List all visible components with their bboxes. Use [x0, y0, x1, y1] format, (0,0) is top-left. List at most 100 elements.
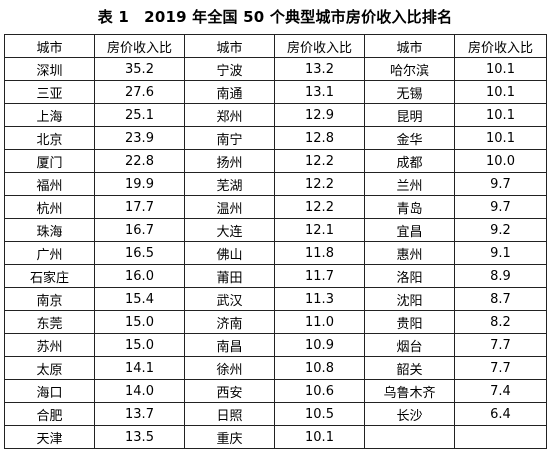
- city-cell: 洛阳: [364, 264, 455, 288]
- city-cell: 济南: [184, 310, 275, 334]
- city-cell: 成都: [364, 149, 455, 173]
- city-cell: 南京: [4, 287, 95, 311]
- ratio-cell: 9.1: [454, 241, 547, 265]
- city-cell: 杭州: [4, 195, 95, 219]
- city-cell: 福州: [4, 172, 95, 196]
- ratio-cell: 8.7: [454, 287, 547, 311]
- city-cell: 烟台: [364, 333, 455, 357]
- city-cell: 厦门: [4, 149, 95, 173]
- ratio-cell: 16.7: [94, 218, 185, 242]
- ratio-cell: 10.8: [274, 356, 365, 380]
- ratio-cell: 10.1: [454, 80, 547, 104]
- ratio-cell: 27.6: [94, 80, 185, 104]
- ratio-cell: 12.8: [274, 126, 365, 150]
- table-row: 海口 14.0 西安 10.6 乌鲁木齐 7.4: [4, 379, 547, 403]
- table-row: 深圳 35.2 宁波 13.2 哈尔滨 10.1: [4, 57, 547, 81]
- city-cell: 贵阳: [364, 310, 455, 334]
- city-cell: 海口: [4, 379, 95, 403]
- ratio-cell: 14.0: [94, 379, 185, 403]
- ratio-cell: [454, 425, 547, 449]
- header-row: 城市 房价收入比 城市 房价收入比 城市 房价收入比: [4, 34, 547, 58]
- ratio-cell: 9.7: [454, 195, 547, 219]
- city-cell: 宜昌: [364, 218, 455, 242]
- ratio-cell: 11.0: [274, 310, 365, 334]
- ratio-cell: 13.5: [94, 425, 185, 449]
- ratio-cell: 15.0: [94, 333, 185, 357]
- table-row: 广州 16.5 佛山 11.8 惠州 9.1: [4, 241, 547, 265]
- table-row: 石家庄 16.0 莆田 11.7 洛阳 8.9: [4, 264, 547, 288]
- table-row: 福州 19.9 芜湖 12.2 兰州 9.7: [4, 172, 547, 196]
- column-header-ratio: 房价收入比: [454, 34, 547, 58]
- city-cell: 太原: [4, 356, 95, 380]
- ratio-cell: 7.7: [454, 356, 547, 380]
- city-cell: 宁波: [184, 57, 275, 81]
- ratio-cell: 12.9: [274, 103, 365, 127]
- city-cell: 珠海: [4, 218, 95, 242]
- ratio-cell: 10.1: [274, 425, 365, 449]
- ratio-cell: 9.2: [454, 218, 547, 242]
- city-cell: 芜湖: [184, 172, 275, 196]
- city-cell: 佛山: [184, 241, 275, 265]
- city-cell: 石家庄: [4, 264, 95, 288]
- ratio-cell: 8.2: [454, 310, 547, 334]
- city-cell: 无锡: [364, 80, 455, 104]
- ratio-cell: 13.7: [94, 402, 185, 426]
- ratio-cell: 7.7: [454, 333, 547, 357]
- ratio-cell: 10.1: [454, 57, 547, 81]
- ratio-cell: 16.0: [94, 264, 185, 288]
- ratio-cell: 23.9: [94, 126, 185, 150]
- ratio-cell: 7.4: [454, 379, 547, 403]
- table-row: 厦门 22.8 扬州 12.2 成都 10.0: [4, 149, 547, 173]
- city-cell: 长沙: [364, 402, 455, 426]
- city-cell: 天津: [4, 425, 95, 449]
- ratio-cell: 6.4: [454, 402, 547, 426]
- ratio-cell: 10.0: [454, 149, 547, 173]
- column-header-city: 城市: [4, 34, 95, 58]
- city-cell: 金华: [364, 126, 455, 150]
- table-row: 杭州 17.7 温州 12.2 青岛 9.7: [4, 195, 547, 219]
- ratio-cell: 35.2: [94, 57, 185, 81]
- city-cell: 温州: [184, 195, 275, 219]
- city-cell: 深圳: [4, 57, 95, 81]
- city-cell: 合肥: [4, 402, 95, 426]
- ratio-cell: 19.9: [94, 172, 185, 196]
- city-cell: 南昌: [184, 333, 275, 357]
- city-cell: 大连: [184, 218, 275, 242]
- table-row: 苏州 15.0 南昌 10.9 烟台 7.7: [4, 333, 547, 357]
- ratio-cell: 9.7: [454, 172, 547, 196]
- table-title: 表 1 2019 年全国 50 个典型城市房价收入比排名: [97, 8, 453, 26]
- table-row: 南京 15.4 武汉 11.3 沈阳 8.7: [4, 287, 547, 311]
- table-row: 太原 14.1 徐州 10.8 韶关 7.7: [4, 356, 547, 380]
- city-cell: [364, 425, 455, 449]
- ratio-cell: 10.5: [274, 402, 365, 426]
- table-row: 天津 13.5 重庆 10.1: [4, 425, 547, 449]
- column-header-ratio: 房价收入比: [94, 34, 185, 58]
- ranking-table: 城市 房价收入比 城市 房价收入比 城市 房价收入比 深圳 35.2 宁波 13.2 哈…: [4, 34, 547, 449]
- city-cell: 扬州: [184, 149, 275, 173]
- ratio-cell: 10.1: [454, 126, 547, 150]
- column-header-city: 城市: [364, 34, 455, 58]
- ratio-cell: 17.7: [94, 195, 185, 219]
- city-cell: 武汉: [184, 287, 275, 311]
- table-row: 北京 23.9 南宁 12.8 金华 10.1: [4, 126, 547, 150]
- city-cell: 青岛: [364, 195, 455, 219]
- column-header-ratio: 房价收入比: [274, 34, 365, 58]
- city-cell: 徐州: [184, 356, 275, 380]
- city-cell: 莆田: [184, 264, 275, 288]
- city-cell: 兰州: [364, 172, 455, 196]
- city-cell: 哈尔滨: [364, 57, 455, 81]
- city-cell: 重庆: [184, 425, 275, 449]
- city-cell: 广州: [4, 241, 95, 265]
- city-cell: 东莞: [4, 310, 95, 334]
- city-cell: 郑州: [184, 103, 275, 127]
- ratio-cell: 11.7: [274, 264, 365, 288]
- ratio-cell: 11.3: [274, 287, 365, 311]
- table-row: 上海 25.1 郑州 12.9 昆明 10.1: [4, 103, 547, 127]
- ratio-cell: 10.1: [454, 103, 547, 127]
- ratio-cell: 15.0: [94, 310, 185, 334]
- city-cell: 韶关: [364, 356, 455, 380]
- table-body: 深圳 35.2 宁波 13.2 哈尔滨 10.1 三亚 27.6 南通 13.1 无锡 10.1 上海 2…: [4, 57, 547, 449]
- ratio-cell: 8.9: [454, 264, 547, 288]
- ratio-cell: 13.2: [274, 57, 365, 81]
- city-cell: 三亚: [4, 80, 95, 104]
